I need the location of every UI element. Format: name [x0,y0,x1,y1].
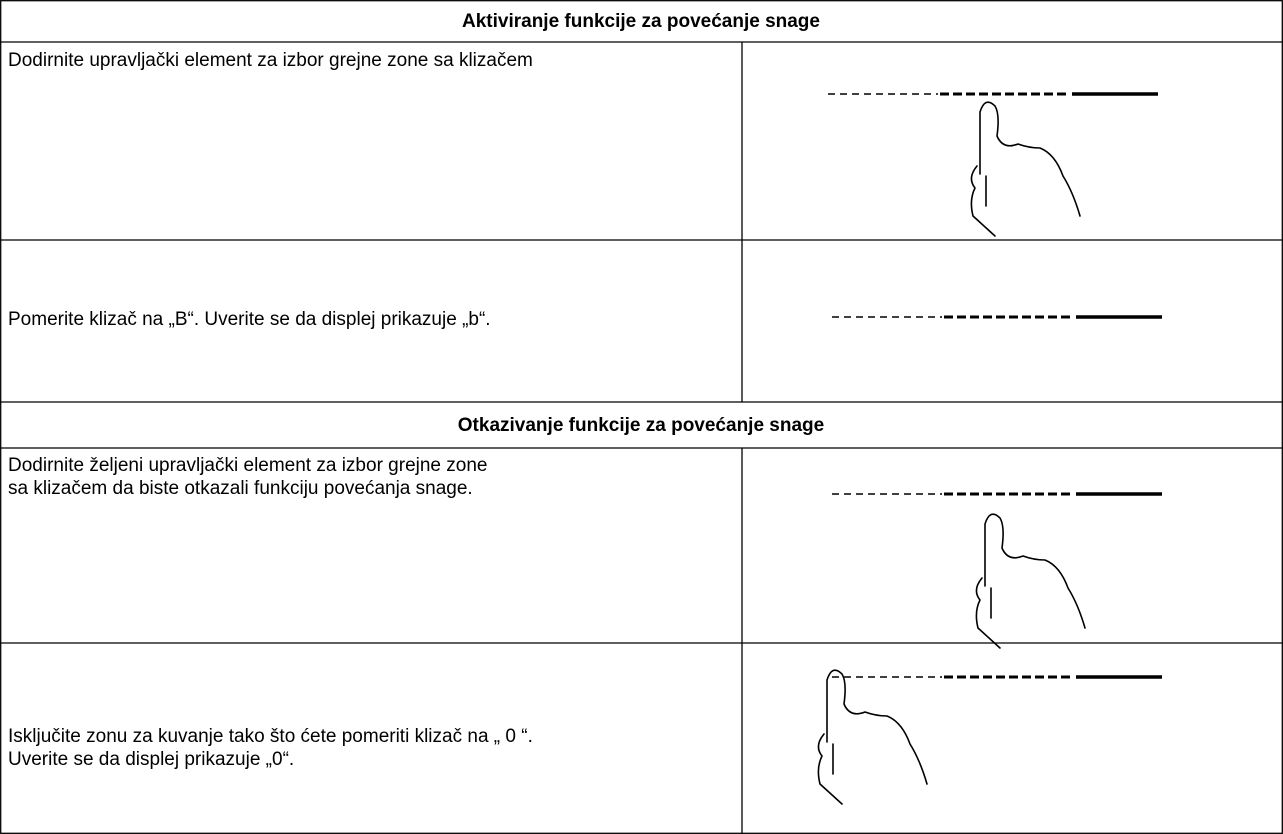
step-text: Pomerite klizač na „B“. Uverite se da di… [8,309,491,330]
step-text: Isključite zonu za kuvanje tako što ćete… [8,726,533,747]
step-text: Uverite se da displej prikazuje „0“. [8,749,294,770]
section-title: Otkazivanje funkcije za povećanje snage [458,415,824,436]
step-text: Dodirnite željeni upravljački element za… [8,455,487,476]
section-title: Aktiviranje funkcije za povećanje snage [462,11,820,32]
illustration [817,92,1164,805]
step-text: Dodirnite upravljački element za izbor g… [8,50,533,71]
step-text: sa klizačem da biste otkazali funkciju p… [8,478,473,499]
